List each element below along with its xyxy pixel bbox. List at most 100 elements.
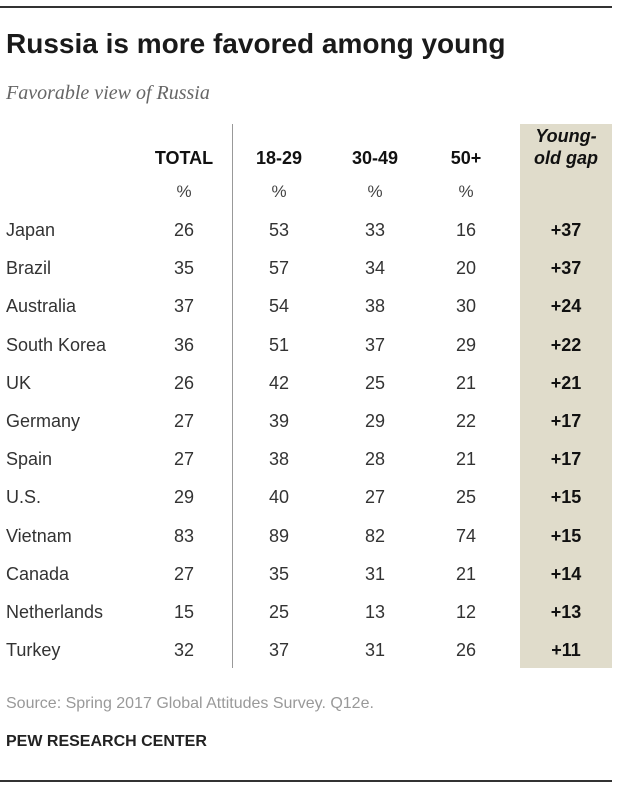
- cell-gap: +37: [550, 258, 582, 279]
- table-row: Germany 27 39 29 22 +17: [0, 407, 620, 445]
- cell-18-29: 38: [268, 449, 290, 470]
- header-50-plus: 50+: [450, 148, 482, 168]
- cell-30-49: 34: [364, 258, 386, 279]
- cell-50-plus: 29: [455, 334, 477, 355]
- cell-gap: +15: [550, 525, 582, 546]
- table-row: UK 26 42 25 21 +21: [0, 369, 620, 407]
- top-rule: [0, 6, 612, 8]
- cell-gap: +13: [550, 602, 582, 622]
- cell-total: 36: [173, 334, 195, 355]
- table-row: Netherlands 15 25 13 12 +13: [0, 598, 620, 636]
- unit-50-plus: %: [458, 182, 474, 201]
- cell-gap: +21: [550, 372, 582, 393]
- cell-total: 83: [173, 525, 195, 546]
- bottom-rule: [0, 780, 612, 782]
- cell-country: Canada: [6, 563, 70, 584]
- cell-30-49: 31: [364, 563, 386, 584]
- unit-30-49: %: [367, 182, 383, 201]
- cell-country: Australia: [6, 296, 77, 317]
- cell-18-29: 42: [268, 372, 290, 393]
- header-total: TOTAL: [154, 148, 214, 168]
- table-row: Vietnam 83 89 82 74 +15: [0, 522, 620, 560]
- cell-30-49: 33: [364, 220, 386, 240]
- cell-30-49: 37: [364, 334, 386, 355]
- source-note: Source: Spring 2017 Global Attitudes Sur…: [6, 695, 374, 712]
- cell-country: UK: [6, 372, 32, 393]
- chart-subtitle: Favorable view of Russia: [6, 82, 210, 104]
- cell-total: 29: [173, 487, 195, 508]
- cell-50-plus: 26: [455, 640, 477, 661]
- cell-gap: +17: [550, 411, 582, 431]
- cell-18-29: 89: [268, 525, 290, 546]
- cell-18-29: 35: [268, 563, 290, 584]
- gap-header-line-2: old gap: [534, 148, 598, 168]
- cell-50-plus: 74: [455, 525, 477, 546]
- header-18-29: 18-29: [255, 148, 303, 168]
- cell-country: U.S.: [6, 487, 42, 508]
- table-row: Turkey 32 37 31 26 +11: [0, 636, 620, 674]
- unit-total: %: [176, 182, 192, 201]
- cell-30-49: 27: [364, 487, 386, 508]
- cell-50-plus: 21: [455, 372, 477, 393]
- cell-gap: +37: [550, 220, 582, 240]
- cell-18-29: 57: [268, 258, 290, 279]
- cell-50-plus: 21: [455, 563, 477, 584]
- cell-country: Germany: [6, 411, 81, 431]
- cell-gap: +11: [551, 640, 581, 661]
- cell-country: Japan: [6, 220, 56, 240]
- cell-18-29: 53: [268, 220, 290, 240]
- cell-total: 27: [173, 563, 195, 584]
- cell-country: South Korea: [6, 334, 107, 355]
- cell-30-49: 82: [364, 525, 386, 546]
- cell-30-49: 29: [364, 411, 386, 431]
- cell-country: Turkey: [6, 640, 61, 661]
- cell-gap: +24: [550, 296, 582, 317]
- table-row: Australia 37 54 38 30 +24: [0, 292, 620, 330]
- cell-gap: +14: [550, 563, 582, 584]
- cell-total: 26: [173, 220, 195, 240]
- chart-title: Russia is more favored among young: [6, 28, 506, 59]
- org-credit: PEW RESEARCH CENTER: [6, 733, 207, 750]
- cell-50-plus: 16: [455, 220, 477, 240]
- cell-country: Vietnam: [6, 525, 72, 546]
- cell-18-29: 25: [268, 602, 290, 622]
- column-divider: [232, 124, 233, 668]
- cell-50-plus: 12: [455, 602, 477, 622]
- cell-30-49: 25: [364, 372, 386, 393]
- header-30-49: 30-49: [351, 148, 399, 168]
- cell-total: 32: [173, 640, 195, 661]
- unit-18-29: %: [271, 182, 287, 201]
- cell-gap: +22: [550, 334, 582, 355]
- table-row: Brazil 35 57 34 20 +37: [0, 254, 620, 292]
- cell-50-plus: 30: [455, 296, 477, 317]
- table-row: South Korea 36 51 37 29 +22: [0, 331, 620, 369]
- gap-header-line-1: Young-: [535, 126, 597, 146]
- cell-total: 15: [173, 602, 195, 622]
- cell-gap: +15: [550, 487, 582, 508]
- cell-30-49: 31: [364, 640, 386, 661]
- table-row: Spain 27 38 28 21 +17: [0, 445, 620, 483]
- cell-country: Brazil: [6, 258, 52, 279]
- cell-18-29: 37: [268, 640, 290, 661]
- cell-50-plus: 20: [455, 258, 477, 279]
- cell-50-plus: 22: [455, 411, 477, 431]
- cell-country: Spain: [6, 449, 53, 470]
- cell-30-49: 13: [364, 602, 386, 622]
- table-row: Canada 27 35 31 21 +14: [0, 560, 620, 598]
- header-young-old-gap: Young- old gap: [520, 125, 612, 169]
- cell-total: 27: [173, 411, 195, 431]
- cell-30-49: 38: [364, 296, 386, 317]
- cell-18-29: 39: [268, 411, 290, 431]
- cell-18-29: 51: [268, 334, 290, 355]
- cell-total: 26: [173, 372, 195, 393]
- cell-50-plus: 21: [455, 449, 477, 470]
- cell-total: 35: [173, 258, 195, 279]
- cell-gap: +17: [550, 449, 582, 470]
- gap-column-background: [520, 124, 612, 668]
- cell-country: Netherlands: [6, 602, 104, 622]
- cell-total: 37: [173, 296, 195, 317]
- cell-30-49: 28: [364, 449, 386, 470]
- cell-18-29: 40: [268, 487, 290, 508]
- cell-18-29: 54: [268, 296, 290, 317]
- cell-total: 27: [173, 449, 195, 470]
